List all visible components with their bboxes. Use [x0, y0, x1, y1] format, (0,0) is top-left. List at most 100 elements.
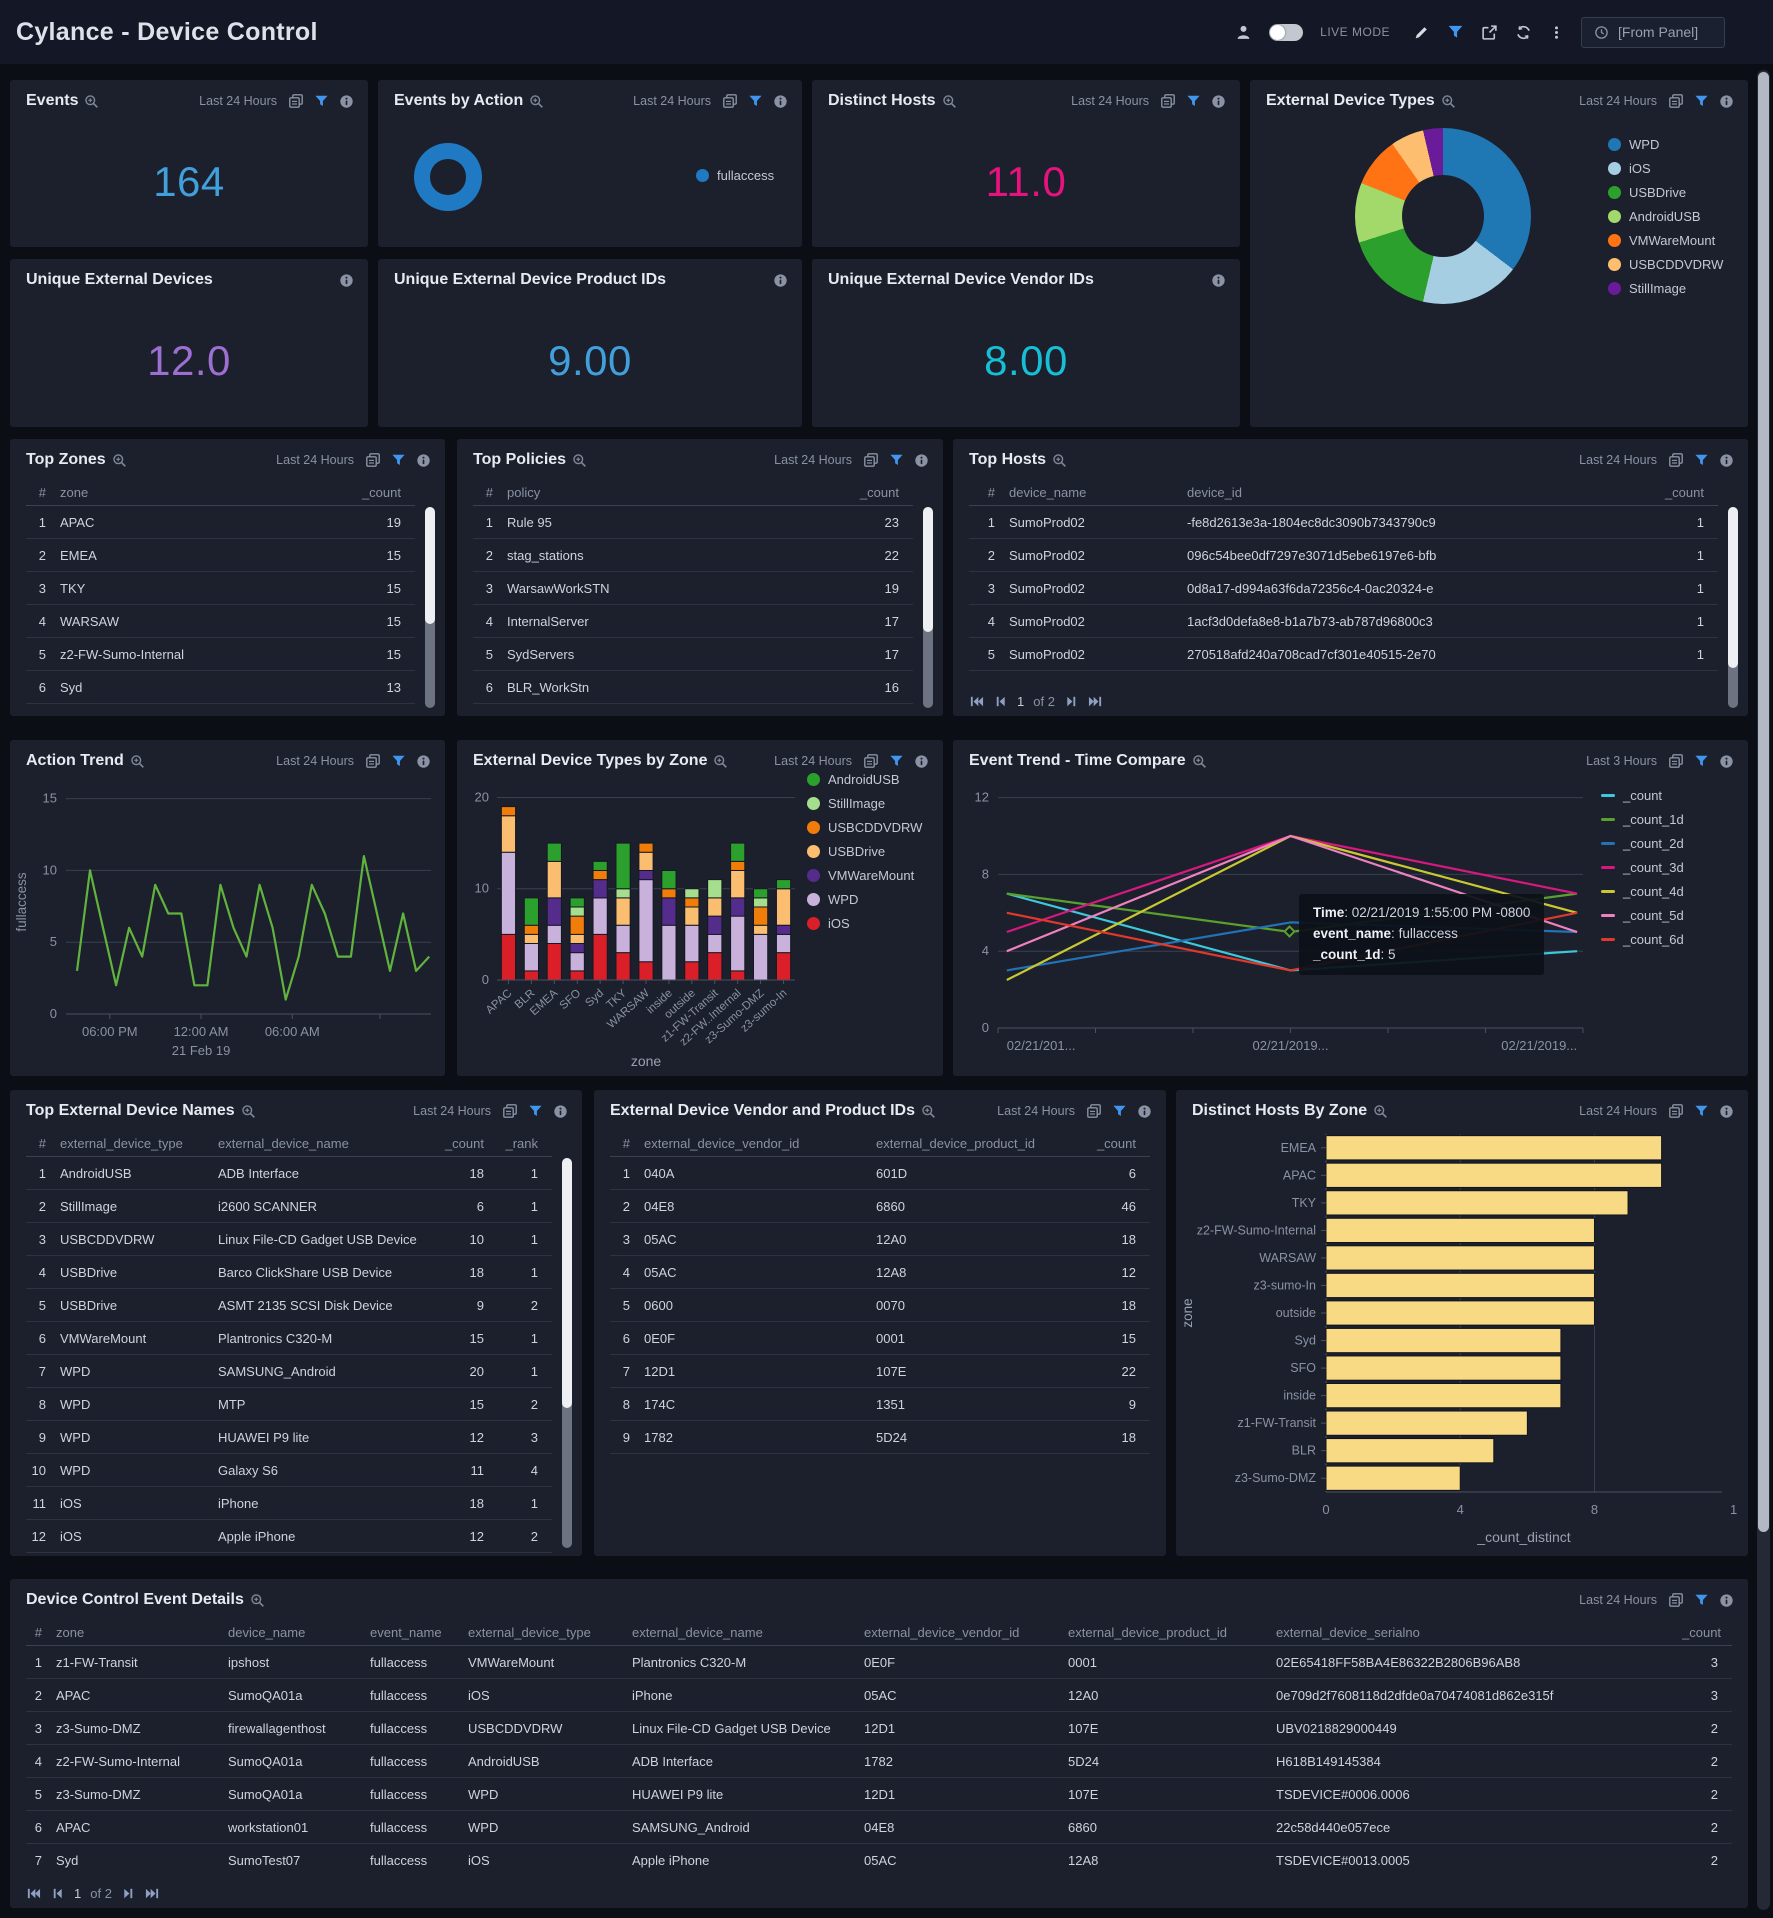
copy-icon[interactable]: [365, 753, 381, 769]
panel-time-range[interactable]: Last 24 Hours: [1579, 94, 1657, 108]
legend-item[interactable]: _count: [1601, 788, 1684, 803]
filter-icon[interactable]: [1694, 1593, 1709, 1608]
info-icon[interactable]: [1719, 1593, 1734, 1608]
next-page-button[interactable]: [121, 1886, 136, 1901]
legend-item[interactable]: USBCDDVDRW: [1608, 257, 1723, 272]
first-page-button[interactable]: [969, 694, 984, 709]
filter-icon[interactable]: [1694, 453, 1709, 468]
table-scrollbar[interactable]: [1728, 507, 1738, 708]
filter-icon[interactable]: [1694, 94, 1709, 109]
zoom-icon[interactable]: [1441, 94, 1456, 109]
table-row[interactable]: 3 USBCDDVDRW Linux File-CD Gadget USB Devi…: [26, 1223, 552, 1256]
zoom-icon[interactable]: [84, 94, 99, 109]
table-row[interactable]: 4 WARSAW 15: [26, 605, 415, 638]
zoom-icon[interactable]: [529, 94, 544, 109]
panel-time-range[interactable]: Last 24 Hours: [199, 94, 277, 108]
zoom-icon[interactable]: [1192, 754, 1207, 769]
table-row[interactable]: 4 USBDrive Barco ClickShare USB Device 18 1: [26, 1256, 552, 1289]
table-row[interactable]: 5 USBDrive ASMT 2135 SCSI Disk Device 9 2: [26, 1289, 552, 1322]
table-row[interactable]: 1 AndroidUSB ADB Interface 18 1: [26, 1157, 552, 1190]
zoom-icon[interactable]: [250, 1593, 265, 1608]
zoom-icon[interactable]: [241, 1104, 256, 1119]
panel-time-range[interactable]: Last 24 Hours: [997, 1104, 1075, 1118]
zoom-icon[interactable]: [713, 754, 728, 769]
zoom-icon[interactable]: [942, 94, 957, 109]
table-row[interactable]: 3 WarsawWorkSTN 19: [473, 572, 913, 605]
panel-time-range[interactable]: Last 24 Hours: [1579, 1593, 1657, 1607]
legend-item[interactable]: fullaccess: [696, 168, 774, 183]
table-row[interactable]: 4 SumoProd02 1acf3d0defa8e8-b1a7b73-ab787d…: [969, 605, 1718, 638]
zoom-icon[interactable]: [112, 453, 127, 468]
first-page-button[interactable]: [26, 1886, 41, 1901]
legend-item[interactable]: StillImage: [1608, 281, 1723, 296]
copy-icon[interactable]: [365, 452, 381, 468]
table-row[interactable]: 1 040A 601D 6: [610, 1157, 1150, 1190]
table-row[interactable]: 4 InternalServer 17: [473, 605, 913, 638]
info-icon[interactable]: [773, 273, 788, 288]
table-row[interactable]: 2 APAC SumoQA01a fullaccess iOS iPhone 05AC 12A…: [26, 1679, 1732, 1712]
copy-icon[interactable]: [1160, 93, 1176, 109]
table-row[interactable]: 1 z1-FW-Transit ipshost fullaccess VMWareMou…: [26, 1646, 1732, 1679]
info-icon[interactable]: [339, 94, 354, 109]
panel-time-range[interactable]: Last 24 Hours: [1579, 453, 1657, 467]
info-icon[interactable]: [1719, 754, 1734, 769]
table-row[interactable]: 2 04E8 6860 46: [610, 1190, 1150, 1223]
table-row[interactable]: 6 VMWareMount Plantronics C320-M 15 1: [26, 1322, 552, 1355]
panel-time-range[interactable]: Last 24 Hours: [413, 1104, 491, 1118]
table-scrollbar[interactable]: [562, 1158, 572, 1548]
table-row[interactable]: 2 EMEA 15: [26, 539, 415, 572]
info-icon[interactable]: [1211, 94, 1226, 109]
zoom-icon[interactable]: [1373, 1104, 1388, 1119]
table-row[interactable]: 4 05AC 12A8 12: [610, 1256, 1150, 1289]
panel-time-range[interactable]: Last 24 Hours: [1579, 1104, 1657, 1118]
table-row[interactable]: 5 0600 0070 18: [610, 1289, 1150, 1322]
table-row[interactable]: 7 WPD SAMSUNG_Android 20 1: [26, 1355, 552, 1388]
copy-icon[interactable]: [1086, 1103, 1102, 1119]
filter-icon[interactable]: [1447, 24, 1464, 41]
table-row[interactable]: 4 z2-FW-Sumo-Internal SumoQA01a fullaccess A…: [26, 1745, 1732, 1778]
legend-item[interactable]: VMWareMount: [807, 868, 922, 883]
table-row[interactable]: 7 12D1 107E 22: [610, 1355, 1150, 1388]
copy-icon[interactable]: [288, 93, 304, 109]
filter-icon[interactable]: [1694, 1104, 1709, 1119]
panel-time-range[interactable]: Last 24 Hours: [276, 754, 354, 768]
copy-icon[interactable]: [1668, 1592, 1684, 1608]
legend-item[interactable]: WPD: [1608, 137, 1723, 152]
next-page-button[interactable]: [1064, 694, 1079, 709]
table-scrollbar[interactable]: [425, 507, 435, 708]
zoom-icon[interactable]: [1052, 453, 1067, 468]
copy-icon[interactable]: [1668, 93, 1684, 109]
info-icon[interactable]: [1137, 1104, 1152, 1119]
last-page-button[interactable]: [1088, 694, 1103, 709]
info-icon[interactable]: [339, 273, 354, 288]
table-row[interactable]: 9 WPD HUAWEI P9 lite 12 3: [26, 1421, 552, 1454]
legend-item[interactable]: iOS: [807, 916, 922, 931]
table-row[interactable]: 1 SumoProd02 -fe8d2613e3a-1804ec8dc3090b73…: [969, 506, 1718, 539]
panel-time-range[interactable]: Last 24 Hours: [276, 453, 354, 467]
info-icon[interactable]: [553, 1104, 568, 1119]
table-row[interactable]: 1 APAC 19: [26, 506, 415, 539]
table-row[interactable]: 9 1782 5D24 18: [610, 1421, 1150, 1454]
table-row[interactable]: 3 TKY 15: [26, 572, 415, 605]
panel-time-range[interactable]: Last 24 Hours: [774, 754, 852, 768]
table-row[interactable]: 5 SumoProd02 270518afd240a708cad7cf301e405…: [969, 638, 1718, 671]
panel-time-range[interactable]: Last 24 Hours: [1071, 94, 1149, 108]
info-icon[interactable]: [1211, 273, 1226, 288]
info-icon[interactable]: [914, 754, 929, 769]
filter-icon[interactable]: [528, 1104, 543, 1119]
table-row[interactable]: 11 iOS iPhone 18 1: [26, 1487, 552, 1520]
filter-icon[interactable]: [1112, 1104, 1127, 1119]
legend-item[interactable]: _count_4d: [1601, 884, 1684, 899]
table-row[interactable]: 5 z3-Sumo-DMZ SumoQA01a fullaccess WPD HUAWEI…: [26, 1778, 1732, 1811]
legend-item[interactable]: USBCDDVDRW: [807, 820, 922, 835]
panel-time-range[interactable]: Last 24 Hours: [774, 453, 852, 467]
table-row[interactable]: 6 Syd 13: [26, 671, 415, 704]
table-row[interactable]: 3 z3-Sumo-DMZ firewallagenthost fullaccess U…: [26, 1712, 1732, 1745]
info-icon[interactable]: [914, 453, 929, 468]
legend-item[interactable]: _count_3d: [1601, 860, 1684, 875]
legend-item[interactable]: WPD: [807, 892, 922, 907]
filter-icon[interactable]: [889, 453, 904, 468]
legend-item[interactable]: StillImage: [807, 796, 922, 811]
zoom-icon[interactable]: [130, 754, 145, 769]
legend-item[interactable]: iOS: [1608, 161, 1723, 176]
